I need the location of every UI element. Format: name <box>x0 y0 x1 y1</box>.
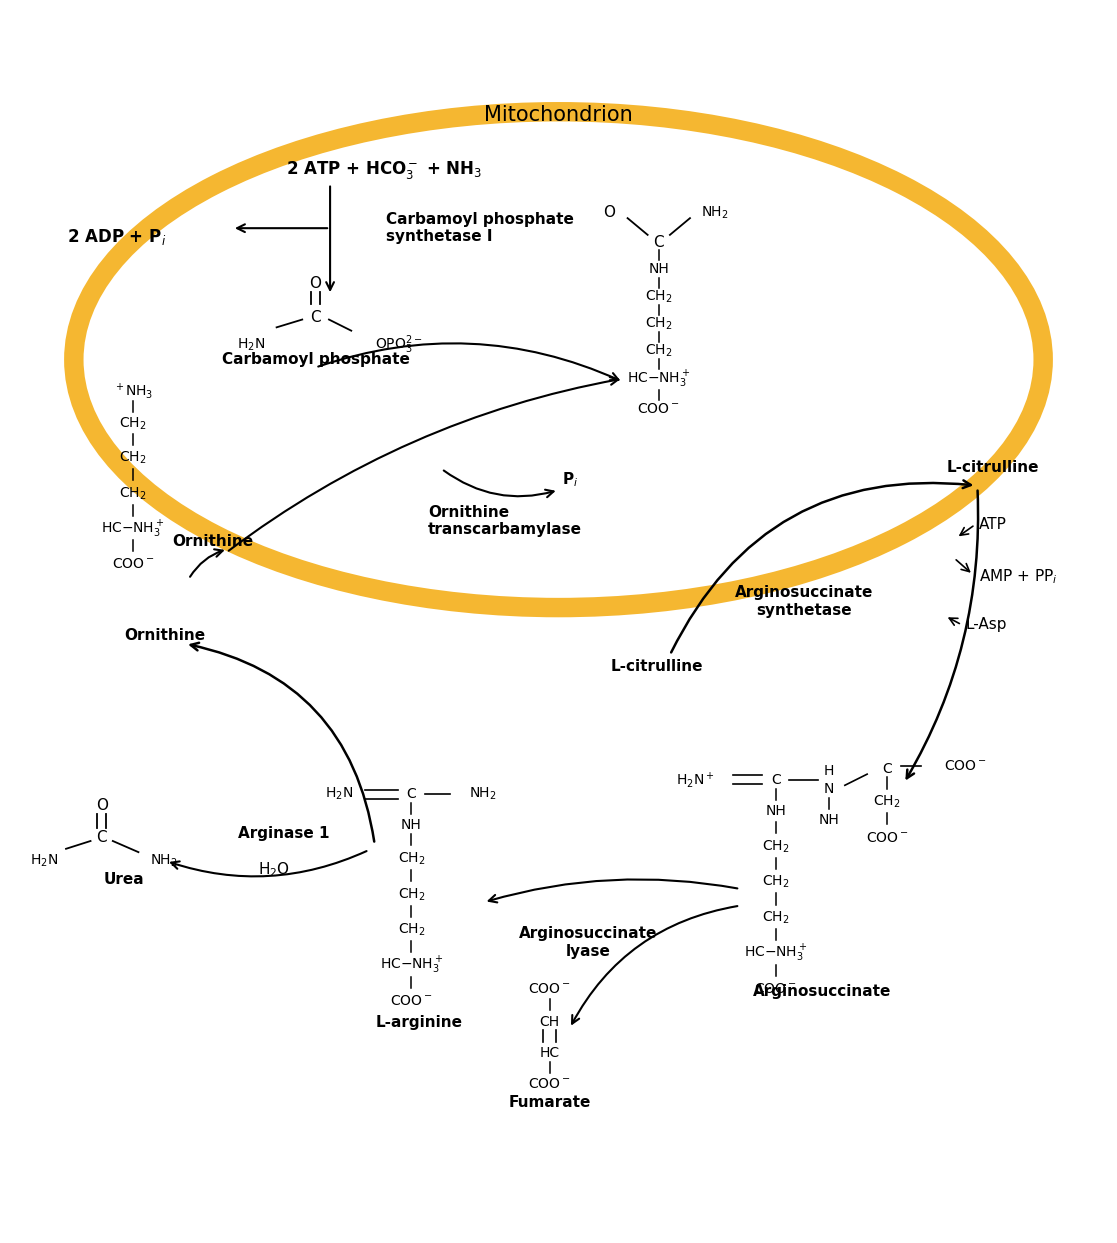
Text: COO$^-$: COO$^-$ <box>112 557 154 571</box>
Text: Ornithine: Ornithine <box>125 629 206 644</box>
Text: C: C <box>96 830 107 845</box>
Text: CH$_2$: CH$_2$ <box>762 874 790 890</box>
Text: Mitochondrion: Mitochondrion <box>484 104 633 124</box>
Text: O: O <box>603 205 614 220</box>
Text: H$_2$N: H$_2$N <box>30 853 58 869</box>
Text: NH: NH <box>648 262 669 276</box>
Text: NH: NH <box>819 813 840 827</box>
Text: CH$_2$: CH$_2$ <box>762 838 790 855</box>
Text: C: C <box>311 310 321 324</box>
Text: H$_2$N$^+$: H$_2$N$^+$ <box>676 769 715 789</box>
Text: Fumarate: Fumarate <box>508 1095 591 1110</box>
Text: CH$_2$: CH$_2$ <box>645 316 672 332</box>
Text: 2 ADP + P$_i$: 2 ADP + P$_i$ <box>67 227 166 247</box>
Text: C: C <box>653 235 665 250</box>
Text: CH$_2$: CH$_2$ <box>398 922 426 938</box>
Text: NH$_2$: NH$_2$ <box>700 204 728 221</box>
Text: Arginosuccinate
synthetase: Arginosuccinate synthetase <box>735 585 872 618</box>
Text: CH$_2$: CH$_2$ <box>120 450 146 466</box>
Text: COO$^-$: COO$^-$ <box>528 982 571 996</box>
Text: C: C <box>407 787 417 802</box>
Text: CH$_2$: CH$_2$ <box>120 416 146 433</box>
Text: CH: CH <box>540 1014 560 1028</box>
Text: CH$_2$: CH$_2$ <box>762 910 790 926</box>
Text: CH$_2$: CH$_2$ <box>398 850 426 868</box>
Text: CH$_2$: CH$_2$ <box>873 794 901 810</box>
Text: COO$^-$: COO$^-$ <box>754 982 798 996</box>
Text: H: H <box>824 763 834 778</box>
Text: HC$-$NH$_3^+$: HC$-$NH$_3^+$ <box>744 943 808 965</box>
Text: CH$_2$: CH$_2$ <box>645 343 672 359</box>
Text: CH$_2$: CH$_2$ <box>120 485 146 502</box>
Text: AMP + PP$_i$: AMP + PP$_i$ <box>978 568 1058 587</box>
Text: L-Asp: L-Asp <box>965 618 1006 633</box>
Text: O: O <box>96 798 107 813</box>
Text: CH$_2$: CH$_2$ <box>398 886 426 902</box>
Text: COO$^-$: COO$^-$ <box>866 830 908 845</box>
Text: 2 ATP + HCO$_3^-$ + NH$_3$: 2 ATP + HCO$_3^-$ + NH$_3$ <box>286 159 481 181</box>
Text: Carbamoyl phosphate
synthetase I: Carbamoyl phosphate synthetase I <box>385 213 574 245</box>
Text: C: C <box>771 773 781 787</box>
Text: HC: HC <box>540 1045 560 1060</box>
Text: COO$^-$: COO$^-$ <box>944 759 986 773</box>
Text: Arginosuccinate: Arginosuccinate <box>753 984 891 999</box>
Text: NH$_2$: NH$_2$ <box>469 786 497 803</box>
Text: C: C <box>882 762 892 776</box>
Text: HC$-$NH$_3^+$: HC$-$NH$_3^+$ <box>102 518 164 539</box>
Text: HC$-$NH$_3^+$: HC$-$NH$_3^+$ <box>380 955 443 977</box>
Text: O: O <box>309 276 322 291</box>
Text: COO$^-$: COO$^-$ <box>528 1076 571 1091</box>
Text: OPO$_3^{2-}$: OPO$_3^{2-}$ <box>375 334 423 357</box>
Text: ATP: ATP <box>978 517 1006 532</box>
Text: L-citrulline: L-citrulline <box>610 659 703 674</box>
Text: CH$_2$: CH$_2$ <box>645 290 672 306</box>
Text: NH: NH <box>401 818 422 833</box>
Text: Ornithine: Ornithine <box>172 533 254 548</box>
Text: Ornithine
transcarbamylase: Ornithine transcarbamylase <box>428 505 582 537</box>
Text: H$_2$N: H$_2$N <box>325 786 353 803</box>
Text: COO$^-$: COO$^-$ <box>390 994 432 1008</box>
Text: HC$-$NH$_3^+$: HC$-$NH$_3^+$ <box>628 369 690 390</box>
Text: L-arginine: L-arginine <box>375 1016 462 1030</box>
Text: Arginase 1: Arginase 1 <box>238 825 330 840</box>
Text: $^+$NH$_3$: $^+$NH$_3$ <box>113 382 153 400</box>
Text: COO$^-$: COO$^-$ <box>638 401 680 415</box>
Text: N: N <box>824 782 834 796</box>
Text: NH$_2$: NH$_2$ <box>150 853 178 869</box>
Text: L-citrulline: L-citrulline <box>947 460 1039 475</box>
Text: Urea: Urea <box>104 873 144 888</box>
Text: NH: NH <box>765 804 786 818</box>
Text: H$_2$O: H$_2$O <box>258 860 290 879</box>
Text: Carbamoyl phosphate: Carbamoyl phosphate <box>221 352 410 367</box>
Text: P$_i$: P$_i$ <box>562 471 577 490</box>
Text: Arginosuccinate
lyase: Arginosuccinate lyase <box>519 926 658 958</box>
Text: H$_2$N: H$_2$N <box>237 337 265 353</box>
